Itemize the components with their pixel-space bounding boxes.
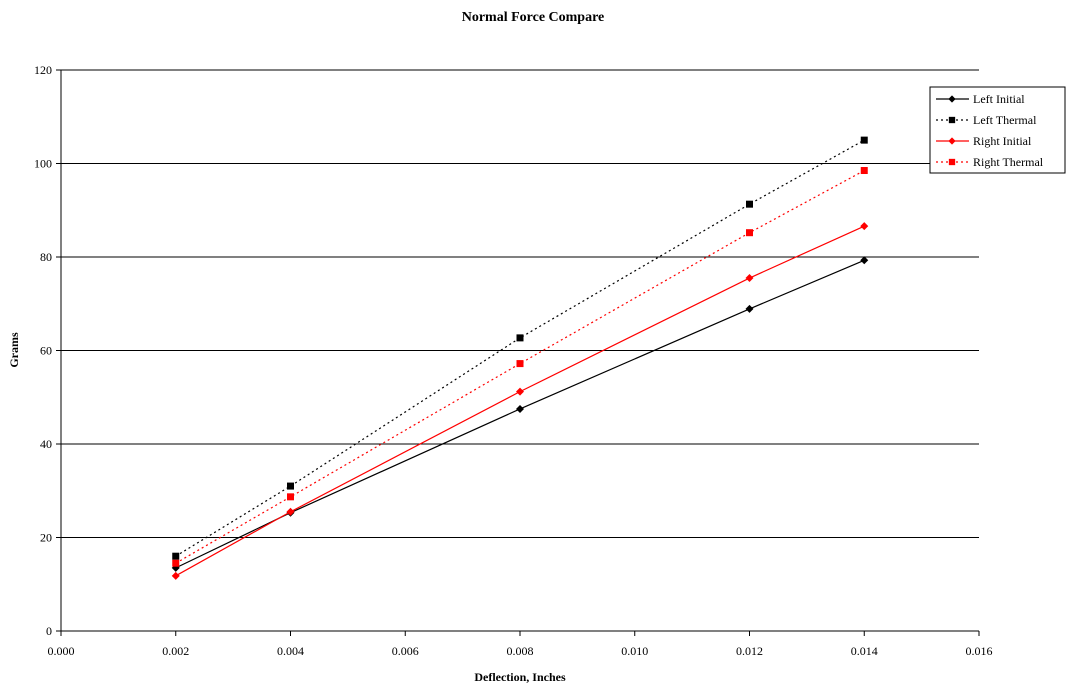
x-tick-label: 0.010	[621, 644, 648, 658]
data-point-right-initial	[171, 571, 180, 580]
series-line-right-initial	[175, 225, 865, 577]
legend-entry-right-initial: Right Initial	[936, 134, 1032, 148]
data-point-left-thermal	[860, 136, 868, 144]
data-point-left-initial	[516, 404, 524, 413]
data-point-right-thermal	[172, 559, 180, 567]
legend-label: Right Thermal	[973, 155, 1044, 169]
series-line-right-thermal	[175, 169, 865, 564]
legend-label: Right Initial	[973, 134, 1032, 148]
y-tick-label: 80	[40, 250, 52, 264]
data-point-right-thermal	[860, 167, 868, 175]
data-point-left-thermal	[172, 552, 180, 560]
x-tick-label: 0.004	[277, 644, 304, 658]
x-tick-label: 0.006	[392, 644, 419, 658]
series-line-left-thermal	[175, 139, 865, 557]
series-left-initial	[171, 256, 869, 572]
x-tick-label: 0.002	[162, 644, 189, 658]
data-point-right-initial	[286, 507, 295, 516]
series-right-thermal	[172, 167, 868, 567]
legend-entry-left-initial: Left Initial	[936, 92, 1025, 106]
legend: Left Initial Left Thermal Right Initial Rig…	[929, 86, 1066, 174]
data-point-left-thermal	[287, 482, 294, 490]
data-point-left-initial	[860, 256, 869, 265]
legend-label: Left Initial	[973, 92, 1025, 106]
series-group	[171, 136, 869, 580]
data-point-right-thermal	[746, 229, 753, 237]
legend-entry-left-thermal: Left Thermal	[936, 113, 1037, 127]
data-point-right-initial	[745, 274, 754, 283]
chart-title: Normal Force Compare	[462, 10, 605, 25]
x-tick-label: 0.016	[966, 644, 993, 658]
y-tick-label: 0	[46, 624, 52, 638]
series-right-initial	[171, 222, 869, 580]
legend-marker-left-thermal	[948, 116, 956, 124]
data-point-right-initial	[516, 387, 524, 396]
x-tick-label: 0.000	[48, 644, 75, 658]
y-tick-label: 60	[40, 344, 52, 358]
data-point-right-thermal	[287, 493, 294, 501]
legend-entry-right-thermal: Right Thermal	[936, 155, 1044, 169]
x-tick-label: 0.012	[736, 644, 763, 658]
data-point-left-thermal	[746, 200, 753, 208]
data-point-right-thermal	[516, 360, 524, 368]
axes: 0 20 40 60 80 100 120 0.000 0.002 0.004 0.006 0.008…	[34, 63, 993, 658]
data-point-left-initial	[745, 304, 754, 313]
y-tick-label: 20	[40, 531, 52, 545]
y-tick-label: 40	[40, 437, 52, 451]
legend-marker-left-initial	[948, 95, 956, 103]
y-tick-label: 100	[34, 157, 52, 171]
data-point-right-initial	[860, 222, 869, 231]
x-tick-label: 0.014	[851, 644, 878, 658]
x-axis-label: Deflection, Inches	[474, 670, 566, 684]
series-left-thermal	[172, 136, 868, 560]
series-line-left-initial	[175, 259, 865, 569]
data-point-left-thermal	[516, 334, 524, 342]
legend-marker-right-thermal	[948, 158, 956, 166]
y-tick-label: 120	[34, 63, 52, 77]
x-tick-label: 0.008	[507, 644, 534, 658]
legend-marker-right-initial	[948, 137, 956, 145]
legend-label: Left Thermal	[973, 113, 1037, 127]
y-axis-label: Grams	[7, 332, 21, 368]
gridlines	[61, 69, 979, 538]
